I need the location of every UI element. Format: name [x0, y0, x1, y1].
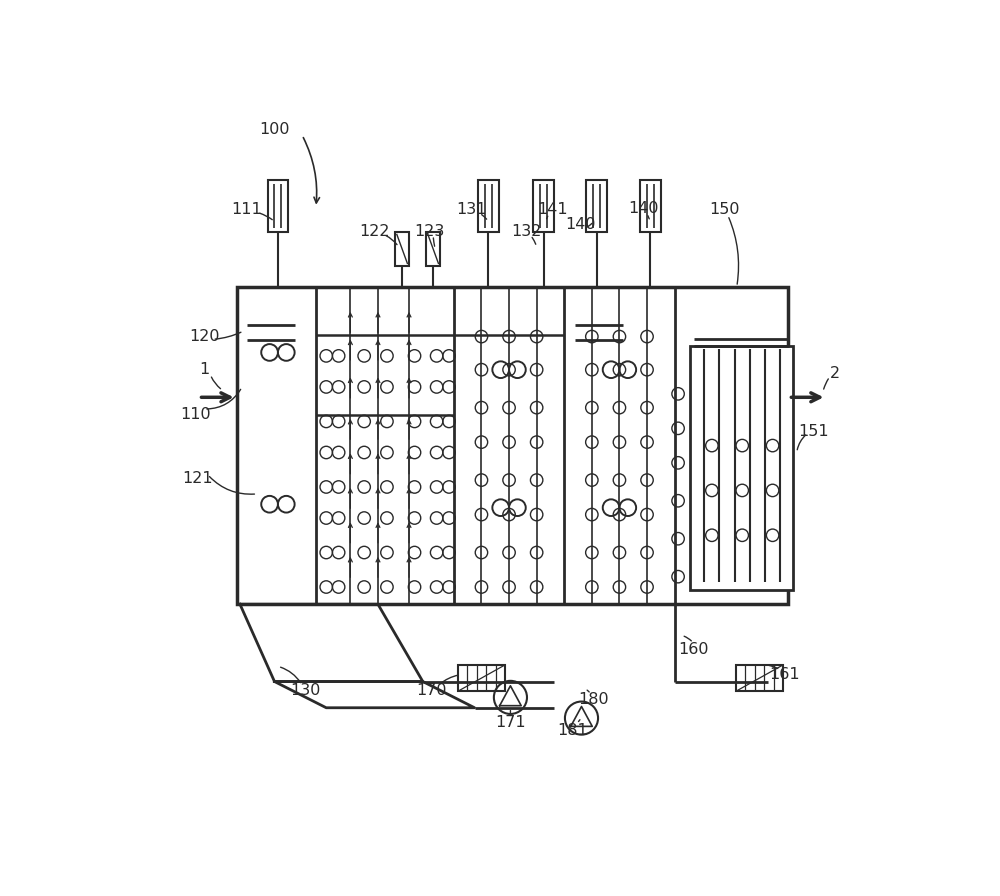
Text: 122: 122: [359, 224, 390, 239]
Bar: [690, 346, 793, 590]
Text: 160: 160: [678, 642, 709, 657]
Text: 140: 140: [628, 202, 659, 217]
Text: 123: 123: [415, 224, 445, 239]
Bar: [478, 180, 499, 232]
Text: 180: 180: [579, 692, 609, 707]
Bar: [458, 665, 505, 691]
Bar: [395, 232, 409, 266]
Bar: [586, 180, 607, 232]
Text: 140: 140: [565, 218, 595, 232]
Text: 161: 161: [770, 668, 800, 682]
Text: 181: 181: [557, 723, 588, 738]
Text: 150: 150: [710, 202, 740, 217]
Text: 171: 171: [495, 715, 526, 730]
Bar: [268, 180, 288, 232]
Text: 170: 170: [416, 683, 446, 698]
Text: 1: 1: [199, 362, 209, 377]
Text: 100: 100: [259, 122, 290, 137]
Text: 131: 131: [456, 202, 486, 217]
Text: 132: 132: [511, 224, 541, 239]
Text: 151: 151: [798, 425, 829, 439]
Text: 2: 2: [830, 366, 840, 381]
Text: 120: 120: [189, 329, 219, 344]
Bar: [640, 180, 661, 232]
Text: 130: 130: [290, 683, 321, 698]
Bar: [237, 287, 788, 604]
Bar: [426, 232, 440, 266]
Text: 141: 141: [537, 202, 568, 217]
Bar: [736, 665, 783, 691]
Text: 111: 111: [232, 202, 262, 217]
Text: 121: 121: [182, 471, 213, 487]
Text: 110: 110: [180, 407, 210, 422]
Bar: [533, 180, 554, 232]
